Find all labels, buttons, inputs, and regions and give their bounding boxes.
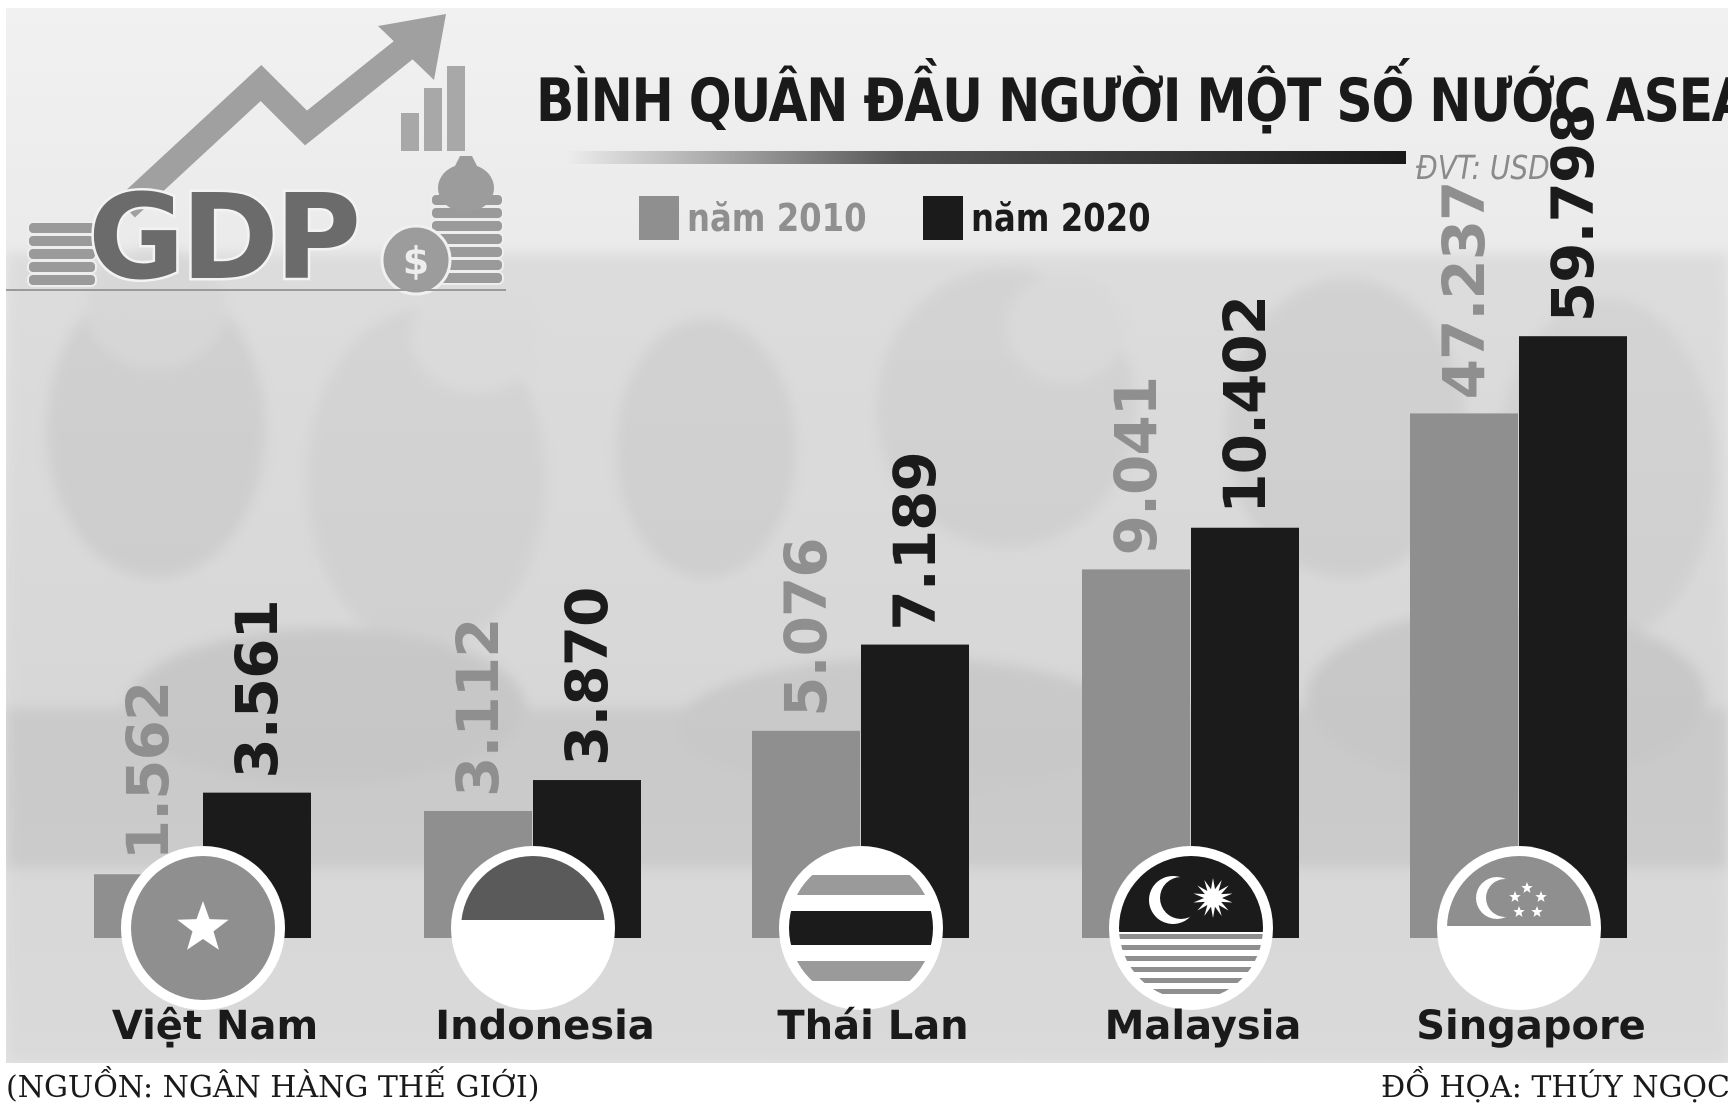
- bar-singapore-2020: [1519, 336, 1627, 938]
- value-label-indonesia-2020: 3.870: [553, 588, 621, 766]
- value-label-singapore-2020: 59.798: [1539, 104, 1607, 322]
- svg-text:$: $: [403, 239, 429, 283]
- value-label-thailand-2020: 7.189: [881, 452, 949, 630]
- value-label-vietnam-2020: 3.561: [223, 600, 291, 778]
- thailand-flag-icon: [779, 846, 943, 1010]
- category-label-vietnam: Việt Nam: [111, 1003, 319, 1049]
- malaysia-flag-icon: [1109, 846, 1273, 1010]
- category-label-singapore: Singapore: [1416, 1003, 1646, 1049]
- value-label-thailand-2010: 5.076: [772, 538, 840, 716]
- value-labels-layer: 1.562 3.561 3.112 3.870 5.076 7.189 9.041 10.40…: [114, 104, 1607, 860]
- money-bag-icon: [438, 156, 494, 212]
- indonesia-flag-icon: [451, 846, 615, 1010]
- legend-swatch-2010: [639, 196, 679, 240]
- chart-panel: $ 1.562 3.561 3.112 3.870 5.076 7.189 9.041 10.…: [6, 8, 1728, 1063]
- gdp-logo: $: [6, 14, 506, 296]
- legend-label-2020: năm 2020: [971, 196, 1151, 240]
- legend-item-2020: năm 2020: [923, 196, 1182, 240]
- chart-title: BÌNH QUÂN ĐẦU NGƯỜI MỘT SỐ NƯỚC ASEAN: [536, 66, 1728, 136]
- value-label-singapore-2010: 47.237: [1430, 182, 1498, 400]
- singapore-flag-icon: [1437, 846, 1601, 1010]
- category-label-indonesia: Indonesia: [435, 1003, 655, 1049]
- category-label-malaysia: Malaysia: [1104, 1003, 1302, 1049]
- source-note: (NGUỒN: NGÂN HÀNG THẾ GIỚI): [6, 1070, 540, 1105]
- graphic-credit: ĐỒ HỌA: THÚY NGỌC: [1381, 1070, 1730, 1105]
- value-label-malaysia-2010: 9.041: [1102, 377, 1170, 555]
- legend-item-2010: năm 2010: [639, 196, 898, 240]
- value-label-indonesia-2010: 3.112: [444, 619, 512, 797]
- vietnam-flag-icon: [121, 846, 285, 1010]
- legend-swatch-2020: [923, 196, 963, 240]
- bar-chart: $ 1.562 3.561 3.112 3.870 5.076 7.189 9.041 10.…: [6, 14, 1728, 1063]
- dollar-coin-icon: $: [380, 224, 452, 296]
- unit-label: ĐVT: USD: [1416, 148, 1550, 187]
- flags-layer: [121, 846, 1601, 1010]
- value-label-malaysia-2020: 10.402: [1211, 296, 1279, 514]
- category-label-thailand: Thái Lan: [777, 1003, 969, 1049]
- gdp-logo-text: GDP: [85, 166, 363, 309]
- value-label-vietnam-2010: 1.562: [114, 682, 182, 860]
- legend-label-2010: năm 2010: [687, 196, 867, 240]
- title-underline: [566, 151, 1406, 164]
